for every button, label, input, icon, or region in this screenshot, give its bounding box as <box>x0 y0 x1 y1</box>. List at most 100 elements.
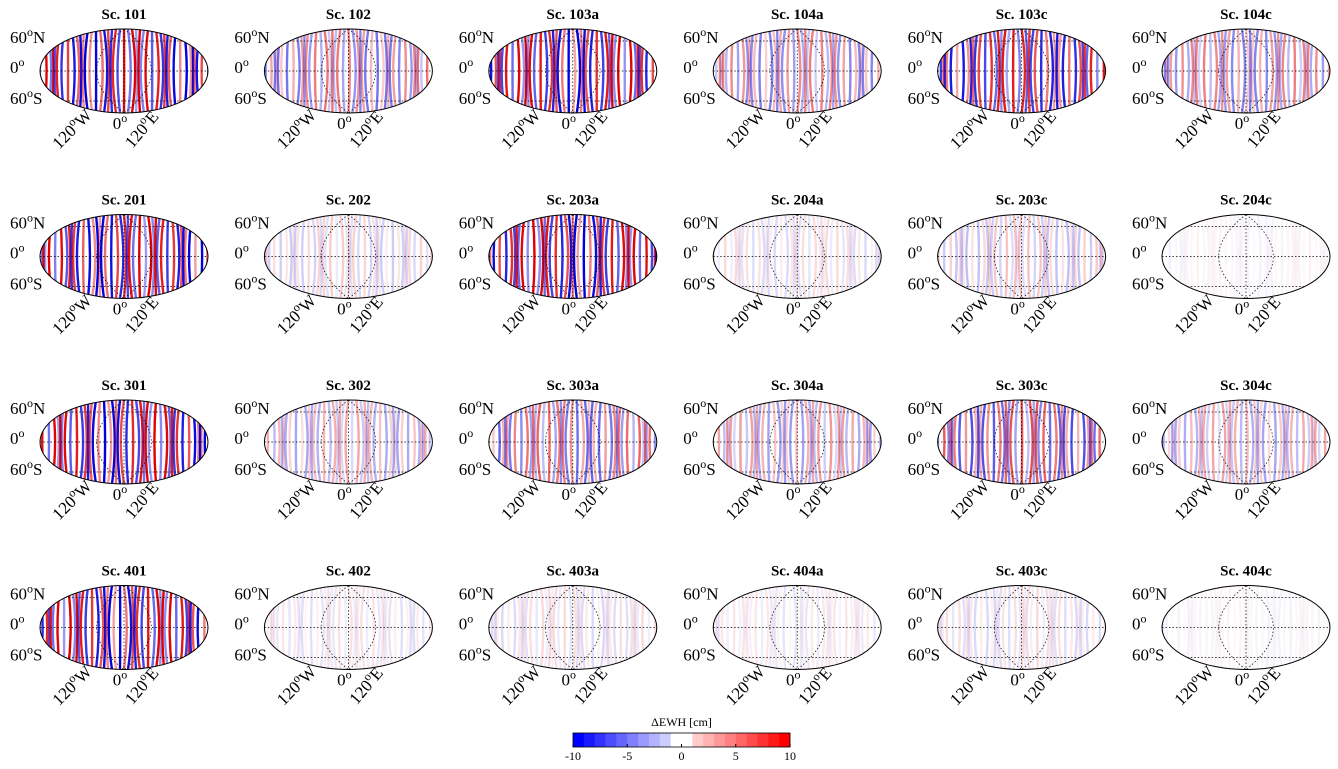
stripe <box>535 214 542 299</box>
label-hemisphere: N <box>482 585 494 604</box>
lat-label: 0o <box>683 55 698 77</box>
stripe <box>1196 400 1202 484</box>
stripe <box>363 214 367 299</box>
stripe <box>824 585 830 670</box>
stripe <box>773 585 779 670</box>
label-degree: o <box>476 582 482 596</box>
label-hemisphere: S <box>33 275 42 294</box>
stripe <box>125 400 130 484</box>
stripe <box>571 29 577 113</box>
panel-title: Sc. 403c <box>996 564 1048 580</box>
lon-label: 120oW <box>1168 103 1218 153</box>
label-number: 60 <box>1132 28 1149 47</box>
lat-label: 60oS <box>1132 272 1164 294</box>
lon-label: 120oW <box>46 659 96 709</box>
label-degree: o <box>27 582 33 596</box>
label-degree: o <box>27 457 33 471</box>
label-number: 60 <box>234 646 251 665</box>
stripe <box>1236 29 1241 113</box>
lat-label: 60oS <box>908 457 940 479</box>
stripe <box>343 214 349 299</box>
stripe <box>1023 585 1027 670</box>
stripe <box>749 29 755 113</box>
label-hemisphere: S <box>33 460 42 479</box>
stripe <box>1057 585 1063 670</box>
lat-label: 0o <box>459 612 474 634</box>
stripe <box>1204 214 1211 299</box>
stripe <box>973 585 979 670</box>
stripe <box>375 585 381 670</box>
stripe <box>1288 585 1293 670</box>
stripe <box>1222 29 1228 113</box>
label-degree: o <box>700 582 706 596</box>
label-hemisphere: S <box>1155 646 1164 665</box>
lon-label: 120oW <box>271 474 321 524</box>
label-number: 60 <box>10 646 27 665</box>
label-degree: o <box>1149 457 1155 471</box>
stripe <box>1278 29 1284 113</box>
stripe <box>1037 400 1043 484</box>
colorbar-segment <box>703 733 715 747</box>
stripe <box>1108 586 1109 670</box>
stripe <box>804 585 811 670</box>
label-degree: o <box>1149 643 1155 657</box>
lon-label: 120oW <box>271 659 321 709</box>
stripe <box>307 29 314 113</box>
stripe <box>503 214 508 299</box>
stripe <box>161 585 166 670</box>
lat-label: 60oS <box>234 457 266 479</box>
stripe <box>1052 400 1058 484</box>
lon-label: 0o <box>1235 668 1250 690</box>
label-number: 0 <box>10 244 19 263</box>
colorbar-segment <box>605 733 617 747</box>
colorbar-segment <box>594 733 606 747</box>
lat-label: 0o <box>683 612 698 634</box>
stripe <box>794 214 799 299</box>
label-number: 60 <box>683 28 700 47</box>
label-degree: o <box>19 55 25 69</box>
stripe <box>1005 29 1011 113</box>
label-number: 0 <box>1235 485 1244 504</box>
colorbar-title: ΔEWH [cm] <box>651 715 712 729</box>
stripe <box>210 400 212 484</box>
lon-label: 0o <box>337 111 352 133</box>
lon-label: 0o <box>1010 482 1025 504</box>
colorbar-tick-label: 0 <box>679 749 685 763</box>
stripe <box>880 214 882 299</box>
label-hemisphere: N <box>482 28 494 47</box>
label-number: 60 <box>908 646 925 665</box>
stripe <box>436 29 439 113</box>
stripe <box>772 29 778 113</box>
label-hemisphere: N <box>33 28 45 47</box>
panel-title: Sc. 302 <box>326 378 371 394</box>
stripe <box>661 29 664 113</box>
stripe <box>661 586 662 670</box>
label-degree: o <box>476 211 482 225</box>
stripe <box>595 585 601 670</box>
label-number: 0 <box>459 615 468 634</box>
label-number: 60 <box>234 585 251 604</box>
lat-label: 60oS <box>459 457 491 479</box>
label-number: 0 <box>908 58 917 77</box>
stripe <box>816 214 822 299</box>
anomaly-field <box>40 29 208 113</box>
stripe <box>155 214 162 299</box>
label-degree: o <box>570 482 576 496</box>
stripe <box>1264 585 1271 670</box>
label-hemisphere: S <box>482 646 491 665</box>
lat-label: 0o <box>10 55 25 77</box>
panel-title: Sc. 102 <box>326 7 371 23</box>
map-outline <box>39 399 209 485</box>
stripe <box>379 585 385 670</box>
lat-label: 60oS <box>234 86 266 108</box>
map-outline <box>937 28 1107 114</box>
colorbar-segment <box>779 733 791 747</box>
map-outline <box>712 28 882 114</box>
lat-label: 60oN <box>234 396 269 418</box>
stripe <box>328 585 334 670</box>
stripe <box>1218 585 1224 670</box>
label-hemisphere: N <box>33 399 45 418</box>
stripe <box>885 29 888 113</box>
